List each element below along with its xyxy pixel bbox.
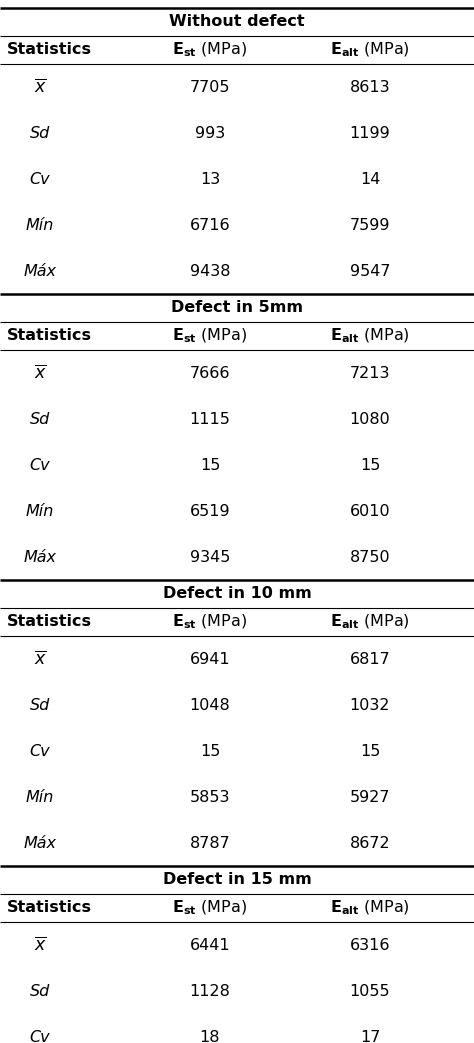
Text: 13: 13 [200,171,220,187]
Text: Máx: Máx [24,264,56,278]
Text: $\mathbf{E_{alt}}$ (MPa): $\mathbf{E_{alt}}$ (MPa) [330,613,410,631]
Text: Defect in 5mm: Defect in 5mm [171,300,303,315]
Text: 1199: 1199 [350,125,391,141]
Text: $\mathbf{E_{st}}$ (MPa): $\mathbf{E_{st}}$ (MPa) [173,326,247,345]
Text: Sd: Sd [30,984,50,998]
Text: Máx: Máx [24,835,56,850]
Text: 1128: 1128 [190,984,230,998]
Text: 15: 15 [200,458,220,472]
Text: Cv: Cv [30,1029,50,1043]
Text: Máx: Máx [24,550,56,564]
Text: 6941: 6941 [190,652,230,666]
Text: 6441: 6441 [190,938,230,952]
Text: Without defect: Without defect [169,15,305,29]
Text: 1048: 1048 [190,698,230,712]
Text: 6817: 6817 [350,652,391,666]
Text: Sd: Sd [30,412,50,427]
Text: Mín: Mín [26,504,54,518]
Text: Sd: Sd [30,125,50,141]
Text: $\mathbf{E_{alt}}$ (MPa): $\mathbf{E_{alt}}$ (MPa) [330,899,410,917]
Text: 7213: 7213 [350,365,390,381]
Text: $\mathbf{E_{st}}$ (MPa): $\mathbf{E_{st}}$ (MPa) [173,613,247,631]
Text: 6716: 6716 [190,218,230,233]
Text: Cv: Cv [30,744,50,758]
Text: Mín: Mín [26,218,54,233]
Text: $\mathbf{E_{alt}}$ (MPa): $\mathbf{E_{alt}}$ (MPa) [330,326,410,345]
Text: 6519: 6519 [190,504,230,518]
Text: 1055: 1055 [350,984,390,998]
Text: $\overline{x}$: $\overline{x}$ [34,78,46,96]
Text: 1080: 1080 [350,412,391,427]
Text: 15: 15 [200,744,220,758]
Text: $\mathbf{E_{st}}$ (MPa): $\mathbf{E_{st}}$ (MPa) [173,41,247,59]
Text: Statistics: Statistics [7,43,92,57]
Text: $\overline{x}$: $\overline{x}$ [34,650,46,668]
Text: Statistics: Statistics [7,329,92,343]
Text: 993: 993 [195,125,225,141]
Text: $\overline{x}$: $\overline{x}$ [34,364,46,382]
Text: $\mathbf{E_{st}}$ (MPa): $\mathbf{E_{st}}$ (MPa) [173,899,247,917]
Text: 7599: 7599 [350,218,390,233]
Text: Mín: Mín [26,790,54,804]
Text: 9438: 9438 [190,264,230,278]
Text: Statistics: Statistics [7,614,92,630]
Text: Cv: Cv [30,458,50,472]
Text: 5853: 5853 [190,790,230,804]
Text: $\mathbf{E_{alt}}$ (MPa): $\mathbf{E_{alt}}$ (MPa) [330,41,410,59]
Text: 5927: 5927 [350,790,390,804]
Text: Statistics: Statistics [7,900,92,916]
Text: Defect in 10 mm: Defect in 10 mm [163,586,311,602]
Text: 15: 15 [360,744,380,758]
Text: Sd: Sd [30,698,50,712]
Text: 6316: 6316 [350,938,390,952]
Text: 9547: 9547 [350,264,390,278]
Text: 1032: 1032 [350,698,390,712]
Text: 7666: 7666 [190,365,230,381]
Text: 18: 18 [200,1029,220,1043]
Text: Cv: Cv [30,171,50,187]
Text: 15: 15 [360,458,380,472]
Text: 8672: 8672 [350,835,390,850]
Text: 7705: 7705 [190,79,230,95]
Text: $\overline{x}$: $\overline{x}$ [34,936,46,954]
Text: 8787: 8787 [190,835,230,850]
Text: 8613: 8613 [350,79,390,95]
Text: Defect in 15 mm: Defect in 15 mm [163,873,311,888]
Text: 9345: 9345 [190,550,230,564]
Text: 8750: 8750 [350,550,390,564]
Text: 14: 14 [360,171,380,187]
Text: 1115: 1115 [190,412,230,427]
Text: 17: 17 [360,1029,380,1043]
Text: 6010: 6010 [350,504,390,518]
